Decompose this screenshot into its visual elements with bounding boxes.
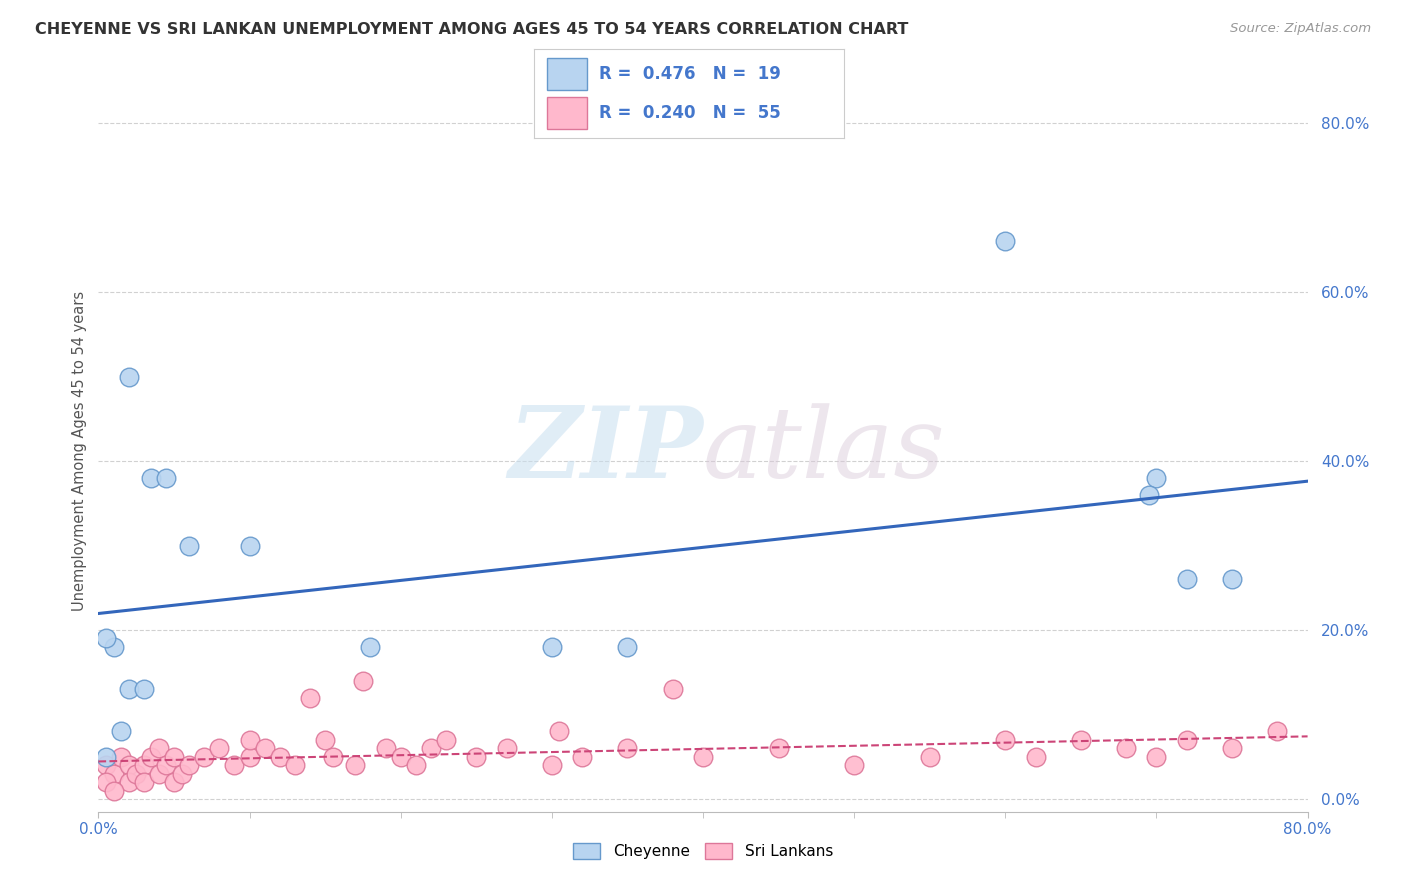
Point: [208, 741, 231, 756]
Point: [170, 766, 193, 780]
Point: [420, 741, 443, 756]
Point: [299, 690, 322, 705]
Point: [155, 758, 177, 772]
Point: [110, 749, 132, 764]
Point: [125, 766, 148, 780]
Point: [661, 682, 683, 697]
Text: R =  0.240   N =  55: R = 0.240 N = 55: [599, 104, 780, 122]
Point: [994, 732, 1017, 747]
Point: [314, 732, 336, 747]
Point: [132, 775, 155, 789]
Point: [148, 741, 170, 756]
Point: [344, 758, 367, 772]
Point: [994, 235, 1017, 249]
Point: [434, 732, 457, 747]
Point: [155, 471, 177, 485]
Point: [1144, 471, 1167, 485]
Point: [918, 749, 941, 764]
Point: [141, 749, 163, 764]
Point: [179, 539, 201, 553]
Point: [616, 741, 638, 756]
Point: [352, 673, 374, 688]
Point: [118, 758, 141, 772]
Point: [540, 640, 562, 654]
Point: [103, 783, 125, 797]
Point: [163, 749, 186, 764]
Point: [1175, 572, 1198, 586]
Point: [118, 682, 141, 697]
Point: [1220, 572, 1243, 586]
Point: [179, 758, 201, 772]
Point: [844, 758, 866, 772]
Point: [405, 758, 427, 772]
Point: [465, 749, 488, 764]
Point: [1137, 488, 1160, 502]
Point: [118, 369, 141, 384]
Point: [360, 640, 382, 654]
Point: [94, 775, 117, 789]
FancyBboxPatch shape: [547, 97, 586, 129]
Point: [616, 640, 638, 654]
Point: [1115, 741, 1137, 756]
Point: [148, 766, 170, 780]
Point: [1267, 724, 1289, 739]
Point: [94, 749, 117, 764]
Point: [1024, 749, 1046, 764]
Point: [132, 758, 155, 772]
Point: [1175, 732, 1198, 747]
Point: [269, 749, 291, 764]
Text: atlas: atlas: [703, 403, 946, 498]
Point: [132, 682, 155, 697]
FancyBboxPatch shape: [547, 58, 586, 90]
Point: [239, 539, 262, 553]
Legend: Cheyenne, Sri Lankans: Cheyenne, Sri Lankans: [567, 838, 839, 865]
Text: ZIP: ZIP: [508, 402, 703, 499]
Point: [110, 724, 132, 739]
Point: [571, 749, 593, 764]
Point: [389, 749, 412, 764]
Point: [540, 758, 562, 772]
Point: [224, 758, 246, 772]
Text: CHEYENNE VS SRI LANKAN UNEMPLOYMENT AMONG AGES 45 TO 54 YEARS CORRELATION CHART: CHEYENNE VS SRI LANKAN UNEMPLOYMENT AMON…: [35, 22, 908, 37]
Point: [163, 775, 186, 789]
Point: [118, 775, 141, 789]
Point: [548, 724, 571, 739]
Point: [495, 741, 517, 756]
Point: [284, 758, 307, 772]
Point: [94, 632, 117, 646]
Point: [239, 732, 262, 747]
Point: [193, 749, 215, 764]
Y-axis label: Unemployment Among Ages 45 to 54 years: Unemployment Among Ages 45 to 54 years: [72, 291, 87, 610]
Point: [692, 749, 714, 764]
Point: [253, 741, 276, 756]
Point: [374, 741, 396, 756]
Point: [239, 749, 262, 764]
Point: [322, 749, 344, 764]
Point: [141, 471, 163, 485]
Point: [103, 640, 125, 654]
Point: [103, 766, 125, 780]
Text: Source: ZipAtlas.com: Source: ZipAtlas.com: [1230, 22, 1371, 36]
Point: [768, 741, 790, 756]
Point: [1220, 741, 1243, 756]
Point: [94, 758, 117, 772]
Text: R =  0.476   N =  19: R = 0.476 N = 19: [599, 65, 782, 83]
Point: [1144, 749, 1167, 764]
Point: [1070, 732, 1092, 747]
